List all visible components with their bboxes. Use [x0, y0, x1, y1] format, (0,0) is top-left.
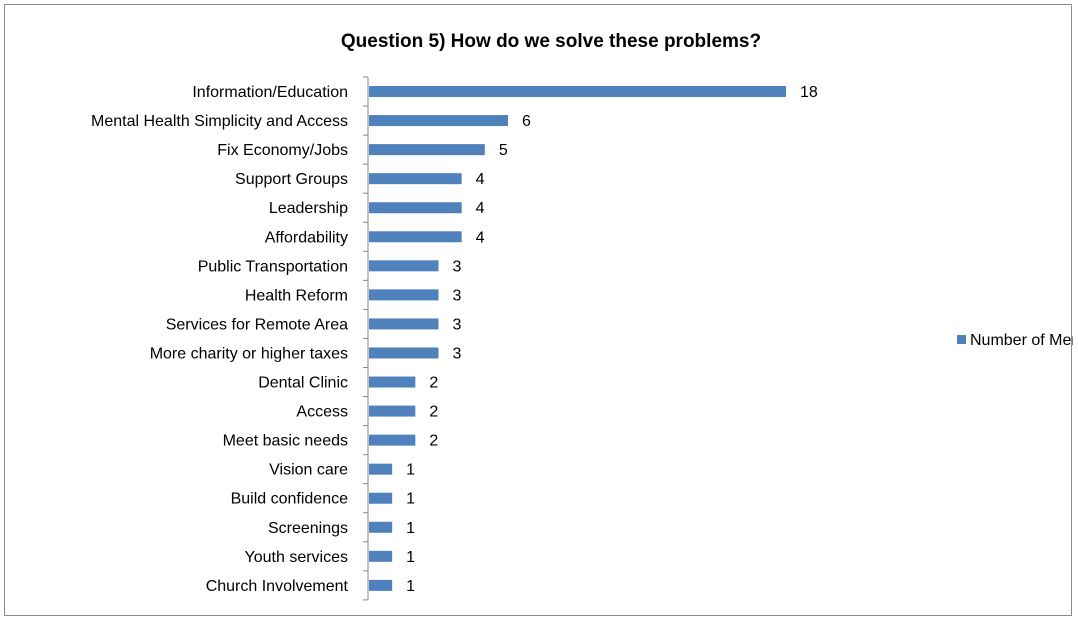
category-label: Public Transportation — [198, 258, 348, 275]
data-label: 5 — [499, 142, 508, 159]
bar — [369, 115, 508, 127]
category-label: Screenings — [268, 520, 348, 537]
category-label: Access — [296, 404, 348, 421]
bar — [369, 376, 416, 388]
category-label: Vision care — [269, 462, 348, 479]
bar — [369, 231, 462, 243]
data-label: 3 — [453, 345, 462, 362]
data-label: 1 — [406, 491, 415, 508]
legend: Number of Mentions — [957, 332, 1073, 349]
data-label: 1 — [406, 520, 415, 537]
data-label: 3 — [453, 258, 462, 275]
data-label: 1 — [406, 462, 415, 479]
data-label: 4 — [476, 171, 485, 188]
category-label: More charity or higher taxes — [150, 345, 348, 362]
category-label: Health Reform — [245, 287, 348, 304]
data-label: 2 — [429, 433, 438, 450]
data-label: 1 — [406, 549, 415, 566]
data-label: 3 — [453, 316, 462, 333]
bar — [369, 463, 393, 475]
bar — [369, 434, 416, 446]
bar-chart: Question 5) How do we solve these proble… — [91, 31, 1073, 601]
bar — [369, 144, 485, 156]
bar — [369, 405, 416, 417]
category-label: Youth services — [245, 549, 348, 566]
category-label: Support Groups — [235, 171, 348, 188]
bar — [369, 347, 439, 359]
bar — [369, 289, 439, 301]
bar — [369, 86, 786, 98]
data-label: 4 — [476, 200, 485, 217]
category-label: Fix Economy/Jobs — [217, 142, 348, 159]
data-label: 2 — [429, 404, 438, 421]
bar — [369, 521, 393, 533]
bar — [369, 579, 393, 591]
category-label: Affordability — [265, 229, 348, 246]
data-label: 2 — [429, 375, 438, 392]
category-label: Church Involvement — [206, 578, 349, 595]
plot-area: Information/Education 18 Mental Health Sim… — [91, 76, 818, 601]
chart-frame: Question 5) How do we solve these proble… — [4, 4, 1073, 616]
category-label: Leadership — [269, 200, 348, 217]
bar — [369, 260, 439, 272]
data-label: 6 — [522, 113, 531, 130]
data-label: 3 — [453, 287, 462, 304]
legend-swatch — [957, 335, 966, 344]
category-label: Information/Education — [192, 84, 348, 101]
chart-title: Question 5) How do we solve these proble… — [341, 31, 761, 52]
legend-label: Number of Mentions — [970, 332, 1073, 349]
category-label: Dental Clinic — [258, 375, 348, 392]
bar — [369, 202, 462, 214]
category-label: Mental Health Simplicity and Access — [91, 113, 348, 130]
category-label: Meet basic needs — [223, 433, 348, 450]
data-label: 1 — [406, 578, 415, 595]
data-label: 4 — [476, 229, 485, 246]
bar — [369, 173, 462, 185]
bar — [369, 492, 393, 504]
category-label: Build confidence — [231, 491, 349, 508]
data-label: 18 — [800, 84, 818, 101]
bar — [369, 550, 393, 562]
bar — [369, 318, 439, 330]
category-label: Services for Remote Area — [166, 316, 348, 333]
